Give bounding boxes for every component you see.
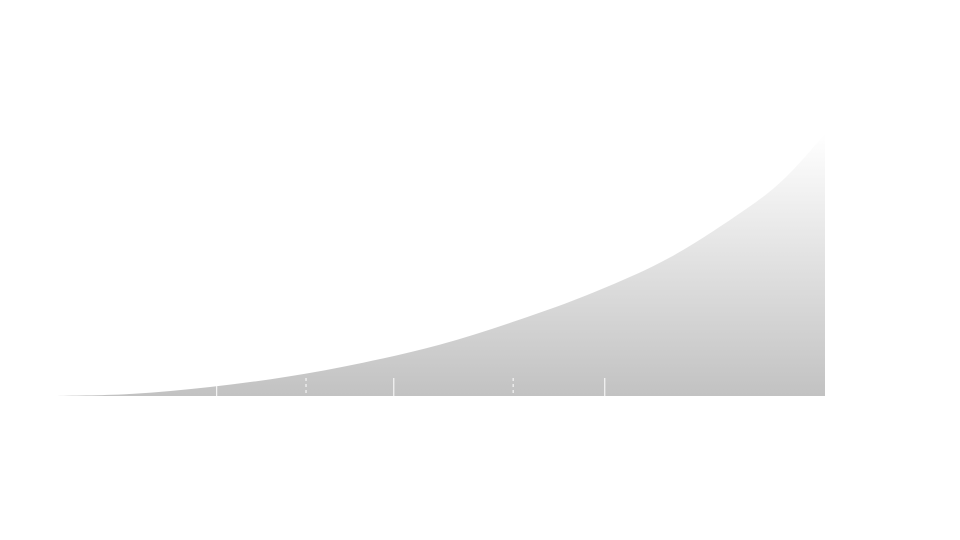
- area-layer: [55, 134, 825, 396]
- area-fill: [55, 134, 825, 396]
- marker-layer: [216, 378, 606, 396]
